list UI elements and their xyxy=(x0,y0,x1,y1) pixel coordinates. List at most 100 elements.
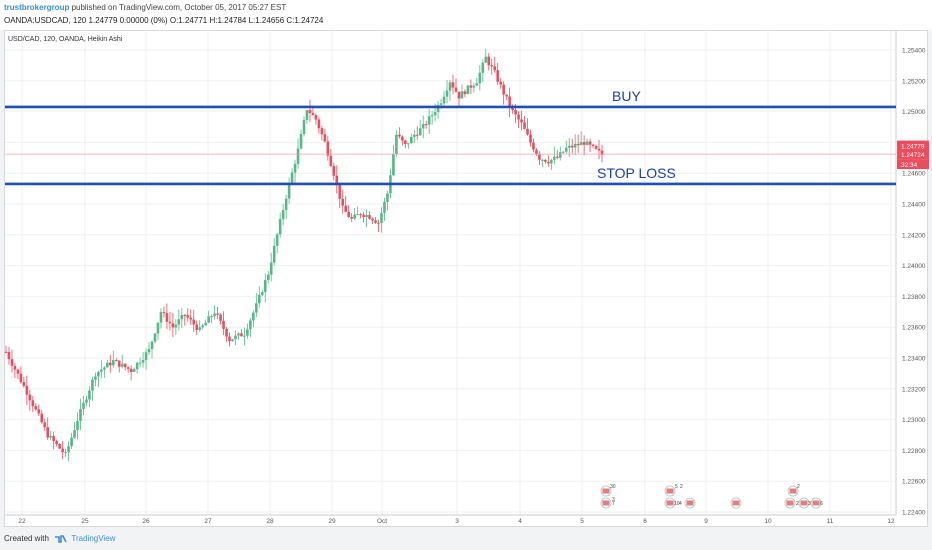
candle-body xyxy=(234,335,237,340)
candle-body xyxy=(439,103,443,105)
y-tick-label: 1.23800 xyxy=(902,294,926,301)
candle-body xyxy=(198,327,201,330)
candle-body xyxy=(395,134,398,155)
x-tick-label: 29 xyxy=(328,518,336,525)
price-badge-bg xyxy=(897,159,929,170)
candle-body xyxy=(380,212,383,224)
candle-body xyxy=(85,399,88,403)
candle-body xyxy=(594,145,598,149)
candle-body xyxy=(67,446,70,453)
candle-body xyxy=(296,148,300,164)
candle-body xyxy=(344,205,348,212)
candle-body xyxy=(508,96,511,107)
candle-body xyxy=(40,413,44,423)
event-flag xyxy=(800,500,808,506)
event-flag xyxy=(812,500,820,506)
candle-body xyxy=(326,141,330,156)
candle-body xyxy=(374,220,377,223)
candle-body xyxy=(159,312,163,323)
candle-body xyxy=(228,336,231,342)
candle-body xyxy=(231,339,234,342)
buy-label: BUY xyxy=(612,88,641,104)
event-count: 6 xyxy=(820,501,823,507)
candle-body xyxy=(4,351,8,353)
candle-body xyxy=(183,314,187,316)
candle-body xyxy=(177,319,181,325)
candle-body xyxy=(19,373,23,383)
candle-body xyxy=(353,214,356,219)
y-tick-label: 1.23200 xyxy=(902,386,926,393)
candle-body xyxy=(392,154,395,176)
candle-body xyxy=(356,214,359,216)
candle-body xyxy=(207,316,210,323)
candle-body xyxy=(433,112,437,116)
candle-body xyxy=(266,274,270,281)
candle-body xyxy=(570,145,574,148)
candle-body xyxy=(186,315,190,318)
candle-body xyxy=(472,85,476,88)
candle-body xyxy=(52,435,55,442)
candle-body xyxy=(153,333,157,342)
y-tick-label: 1.23400 xyxy=(902,356,926,363)
candle-body xyxy=(329,155,333,166)
candle-body xyxy=(359,214,362,216)
candle-body xyxy=(189,317,193,320)
candle-body xyxy=(237,333,240,336)
candle-body xyxy=(79,409,82,422)
candle-body xyxy=(275,234,279,246)
candle-body xyxy=(147,348,151,353)
candle-body xyxy=(427,116,431,125)
candle-body xyxy=(415,134,419,136)
candle-body xyxy=(168,321,172,324)
candle-body xyxy=(481,62,485,73)
candle-body xyxy=(365,215,368,217)
author-link[interactable]: trustbrokergroup xyxy=(4,3,70,12)
candle-body xyxy=(216,313,219,315)
candle-body xyxy=(97,371,100,377)
tradingview-brand[interactable]: TradingView xyxy=(71,534,116,543)
candle-body xyxy=(192,319,196,325)
x-tick-label: 10 xyxy=(764,518,772,525)
candle-body xyxy=(240,333,243,337)
symbol-ohlc-line: OANDA:USDCAD, 120 1.24779 0.00000 (0%) O… xyxy=(4,16,324,25)
candle-body xyxy=(502,84,505,95)
candle-body xyxy=(299,133,303,149)
candle-body xyxy=(73,430,76,438)
x-tick-label: Oct xyxy=(377,518,387,525)
candle-body xyxy=(129,368,133,372)
candle-body xyxy=(43,422,47,428)
candle-body xyxy=(466,85,470,95)
candle-body xyxy=(511,106,514,110)
candle-body xyxy=(460,91,464,99)
event-count: 7 xyxy=(612,501,615,507)
candle-body xyxy=(61,448,64,453)
candle-body xyxy=(103,367,106,370)
x-tick-label: 28 xyxy=(266,518,274,525)
y-tick-label: 1.24600 xyxy=(902,171,926,178)
candle-body xyxy=(204,322,207,326)
candle-body xyxy=(16,369,20,374)
candle-body xyxy=(541,159,544,161)
candle-body xyxy=(404,140,407,144)
candle-body xyxy=(58,444,61,449)
candle-body xyxy=(493,66,497,71)
y-tick-label: 1.22800 xyxy=(902,448,926,455)
candle-body xyxy=(25,385,29,395)
candle-body xyxy=(281,210,285,220)
candle-body xyxy=(499,81,502,85)
candle-body xyxy=(22,382,26,386)
candle-body xyxy=(448,82,452,91)
price-badge-bg xyxy=(897,140,929,151)
candle-body xyxy=(451,82,455,88)
candle-body xyxy=(255,303,258,313)
stop-loss-label: STOP LOSS xyxy=(597,165,676,181)
candle-body xyxy=(76,421,79,431)
x-tick-label: 9 xyxy=(704,518,708,525)
candle-body xyxy=(523,122,526,129)
tradingview-logo-icon xyxy=(55,535,67,544)
event-flag xyxy=(786,500,794,506)
y-tick-label: 1.24400 xyxy=(902,202,926,209)
candle-body xyxy=(114,360,118,362)
price-badge-bg xyxy=(897,149,929,160)
